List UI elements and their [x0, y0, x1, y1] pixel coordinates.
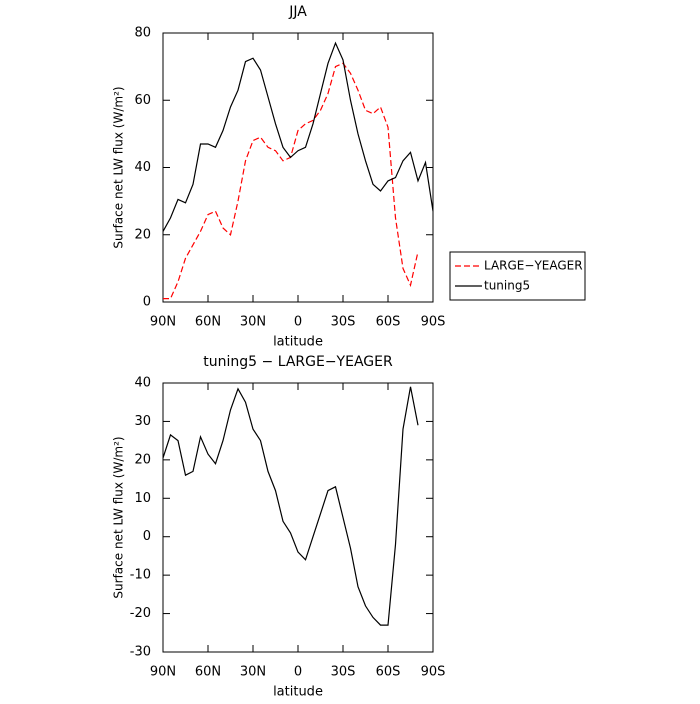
- x-tick-label: 60N: [195, 665, 221, 680]
- chart-title: tuning5 − LARGE−YEAGER: [203, 354, 393, 370]
- x-tick-label: 30S: [331, 665, 356, 680]
- series-line: [163, 62, 419, 300]
- plot-frame: [162, 382, 434, 653]
- y-tick-label: 10: [134, 491, 151, 506]
- x-tick-label: 30S: [331, 315, 356, 330]
- y-tick-label: 0: [143, 295, 151, 310]
- y-axis-label: Surface net LW flux (W/m²): [112, 86, 126, 248]
- x-tick-label: 0: [294, 665, 302, 680]
- x-axis-label: latitude: [273, 335, 323, 350]
- y-tick-label: -30: [130, 645, 151, 660]
- y-tick-label: 0: [143, 529, 151, 544]
- series-line: [162, 386, 419, 626]
- x-tick-label: 60N: [195, 315, 221, 330]
- x-tick-label: 60S: [376, 315, 401, 330]
- y-tick-label: -20: [130, 606, 151, 621]
- y-tick-label: 20: [134, 227, 151, 242]
- plot-frame: [162, 32, 434, 303]
- y-axis-label: Surface net LW flux (W/m²): [112, 436, 126, 598]
- legend-label: LARGE−YEAGER: [484, 259, 583, 273]
- x-tick-label: 90N: [150, 665, 176, 680]
- series-line: [162, 41, 434, 232]
- y-tick-label: 40: [134, 160, 151, 175]
- y-tick-label: 80: [134, 26, 151, 41]
- x-axis-label: latitude: [273, 685, 323, 700]
- y-tick-label: 60: [134, 93, 151, 108]
- x-tick-label: 30N: [240, 665, 266, 680]
- y-tick-label: -10: [130, 568, 151, 583]
- y-tick-label: 20: [134, 452, 151, 467]
- y-tick-label: 30: [134, 414, 151, 429]
- x-tick-label: 90S: [421, 315, 446, 330]
- legend-box: [449, 251, 586, 301]
- x-tick-label: 60S: [376, 665, 401, 680]
- chart-title: JJA: [288, 4, 307, 20]
- legend-label: tuning5: [484, 279, 530, 293]
- x-tick-label: 0: [294, 315, 302, 330]
- x-tick-label: 30N: [240, 315, 266, 330]
- y-tick-label: 40: [134, 376, 151, 391]
- x-tick-label: 90N: [150, 315, 176, 330]
- x-tick-label: 90S: [421, 665, 446, 680]
